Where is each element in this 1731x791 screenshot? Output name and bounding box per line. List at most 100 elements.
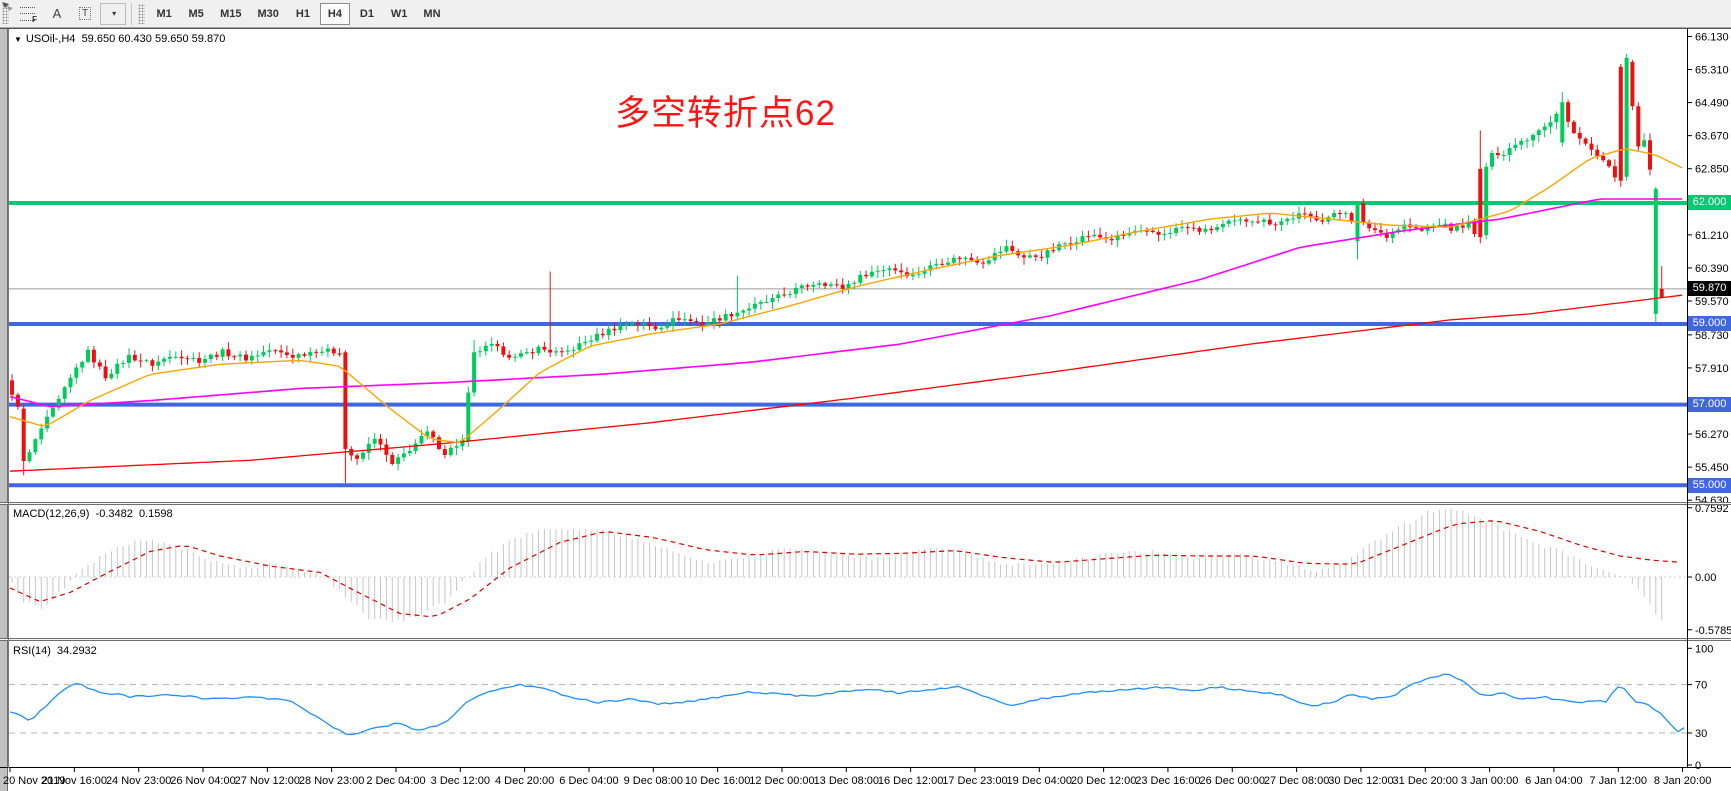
timeframe-M5-button[interactable]: M5 <box>181 3 211 25</box>
rsi-tick-30: 30 <box>1695 728 1707 740</box>
chevron-down-icon: ▾ <box>112 9 117 18</box>
text-label-icon: T <box>79 7 92 20</box>
price-tick-61.210: 61.210 <box>1695 230 1729 242</box>
price-tick-66.130: 66.130 <box>1695 31 1729 43</box>
chart-canvas[interactable]: 66.130 65.310 64.490 63.670 62.850 61.210 60.3… <box>0 29 1731 791</box>
price-axis: 66.130 65.310 64.490 63.670 62.850 61.210 60.3… <box>1687 31 1731 772</box>
rsi-line <box>9 673 1685 736</box>
toolbar-drag-handle[interactable] <box>2 3 9 24</box>
time-label: 2 Dec 04:00 <box>366 775 425 787</box>
timeframe-H1-button[interactable]: H1 <box>288 3 318 25</box>
time-label: 17 Dec 23:00 <box>942 775 1007 787</box>
rsi-indicator-label: RSI(14) 34.2932 <box>13 645 97 657</box>
time-label: 21 Nov 16:00 <box>42 775 107 787</box>
fibonacci-icon: F <box>20 6 37 24</box>
rsi-tick-0: 0 <box>1695 760 1701 772</box>
time-label: 13 Dec 08:00 <box>814 775 879 787</box>
ohlc-values: 59.650 60.430 59.650 59.870 <box>81 33 226 45</box>
time-label: 3 Jan 00:00 <box>1461 775 1519 787</box>
time-label: 26 Dec 00:00 <box>1200 775 1265 787</box>
text-tool-icon: A <box>52 6 62 21</box>
price-plot[interactable] <box>9 53 1687 488</box>
rsi-plot[interactable] <box>9 673 1687 736</box>
macd-signal-line <box>9 520 1681 618</box>
time-label: 23 Dec 16:00 <box>1135 775 1200 787</box>
time-label: 4 Dec 20:00 <box>495 775 554 787</box>
macd-tick-0.7592: 0.7592 <box>1695 503 1729 515</box>
arrows-tool-button[interactable]: ▾ <box>2 2 127 25</box>
price-tag-level-55: 55.000 <box>1688 477 1731 493</box>
time-label: 16 Dec 12:00 <box>878 775 943 787</box>
time-label: 6 Dec 04:00 <box>559 775 618 787</box>
time-label: 8 Jan 20:00 <box>1654 775 1712 787</box>
chart-annotation-text: 多空转折点62 <box>615 94 836 133</box>
toolbar-separator <box>131 2 133 25</box>
chart-title: ▼ USOil-,H4 59.650 60.430 59.650 59.870 <box>14 33 225 45</box>
rsi-tick-70: 70 <box>1695 680 1707 692</box>
rsi-tick-100: 100 <box>1695 643 1713 655</box>
macd-plot[interactable] <box>9 508 1687 623</box>
chart-dropdown-icon[interactable]: ▼ <box>14 35 22 44</box>
time-label: 26 Nov 04:00 <box>170 775 235 787</box>
price-tick-55.450: 55.450 <box>1695 462 1729 474</box>
macd-tick--0.5785: -0.5785 <box>1695 625 1731 637</box>
ma-mid-magenta-line <box>9 198 1682 408</box>
rsi-name: RSI(14) <box>13 645 51 657</box>
ma-fast-orange-line <box>9 148 1683 444</box>
timeframe-D1-button[interactable]: D1 <box>352 3 382 25</box>
time-label: 19 Dec 04:00 <box>1007 775 1072 787</box>
time-label: 7 Jan 12:00 <box>1590 775 1648 787</box>
rsi-value: 34.2932 <box>57 645 97 657</box>
time-label: 9 Dec 08:00 <box>624 775 683 787</box>
price-tag-level-57: 57.000 <box>1688 397 1731 413</box>
time-label: 30 Dec 12:00 <box>1328 775 1393 787</box>
price-tick-63.670: 63.670 <box>1695 131 1729 143</box>
price-tag-current-bid: 59.870 <box>1688 281 1731 297</box>
price-tick-65.310: 65.310 <box>1695 65 1729 77</box>
price-tick-64.490: 64.490 <box>1695 98 1729 110</box>
symbol-label: USOil-,H4 <box>25 33 76 45</box>
text-tool-button[interactable]: A <box>44 3 70 25</box>
price-tick-59.570: 59.570 <box>1695 296 1729 308</box>
macd-name: MACD(12,26,9) <box>13 508 90 520</box>
price-tick-62.850: 62.850 <box>1695 164 1729 176</box>
fibonacci-tool-button[interactable]: F <box>13 3 42 25</box>
timeframe-MN-button[interactable]: MN <box>416 3 447 25</box>
time-label: 10 Dec 16:00 <box>685 775 750 787</box>
timeframe-drag-handle[interactable] <box>138 3 146 24</box>
time-label: 20 Dec 12:00 <box>1071 775 1136 787</box>
price-tick-60.390: 60.390 <box>1695 263 1729 275</box>
price-tick-57.910: 57.910 <box>1695 363 1729 375</box>
macd-tick-0.00: 0.00 <box>1695 572 1716 584</box>
time-label: 20 Nov 2019 <box>3 775 65 787</box>
window-edge-strip <box>0 29 8 791</box>
macd-signal-value: 0.1598 <box>138 508 173 520</box>
timeframe-M1-button[interactable]: M1 <box>149 3 179 25</box>
time-label: 24 Nov 23:00 <box>106 775 171 787</box>
time-label: 28 Nov 23:00 <box>299 775 364 787</box>
time-label: 27 Dec 08:00 <box>1264 775 1329 787</box>
macd-main-value: -0.3482 <box>95 508 133 520</box>
timeframe-M15-button[interactable]: M15 <box>213 3 248 25</box>
macd-indicator-label: MACD(12,26,9) -0.3482 0.1598 <box>13 508 173 520</box>
price-tag-level-62: 62.000 <box>1688 195 1731 211</box>
text-label-tool-button[interactable]: T <box>72 3 98 25</box>
time-label: 3 Dec 12:00 <box>431 775 490 787</box>
price-tag-level-59: 59.000 <box>1688 316 1731 332</box>
price-tick-58.730: 58.730 <box>1695 330 1729 342</box>
time-label: 6 Jan 04:00 <box>1525 775 1583 787</box>
time-label: 31 Dec 20:00 <box>1393 775 1458 787</box>
timeframe-W1-button[interactable]: W1 <box>384 3 415 25</box>
ma-slow-red-line <box>9 294 1683 472</box>
timeframe-H4-button[interactable]: H4 <box>319 2 350 25</box>
chart-window: 66.130 65.310 64.490 63.670 62.850 61.210 60.3… <box>0 28 1731 791</box>
time-label: 12 Dec 00:00 <box>749 775 814 787</box>
price-tick-56.270: 56.270 <box>1695 429 1729 441</box>
time-label: 27 Nov 12:00 <box>235 775 300 787</box>
timeframe-M30-button[interactable]: M30 <box>251 3 286 25</box>
macd-histogram <box>11 508 1663 623</box>
toolbar: F A T ▾ M1 M5 M15 M30 H1 H4 D1 W1 MN <box>0 0 1731 28</box>
arrows-icon <box>2 2 13 11</box>
